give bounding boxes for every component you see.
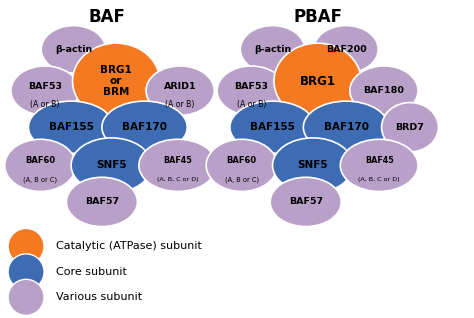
Ellipse shape [273, 138, 353, 193]
Ellipse shape [314, 25, 378, 73]
Text: BAF60: BAF60 [227, 156, 257, 165]
Text: Catalytic (ATPase) subunit: Catalytic (ATPase) subunit [56, 241, 202, 252]
Ellipse shape [206, 139, 277, 191]
Text: BAF60: BAF60 [25, 156, 55, 165]
Ellipse shape [303, 101, 389, 153]
Text: (A, B or C): (A, B or C) [225, 176, 259, 183]
Ellipse shape [11, 66, 79, 115]
Text: β-actin: β-actin [254, 45, 291, 54]
Text: β-actin: β-actin [55, 45, 92, 54]
Text: Core subunit: Core subunit [56, 267, 127, 277]
Text: BRG1
or
BRM: BRG1 or BRM [100, 65, 132, 97]
Ellipse shape [139, 139, 217, 191]
Text: BAF170: BAF170 [324, 122, 368, 132]
Ellipse shape [270, 177, 341, 227]
Ellipse shape [350, 66, 418, 115]
Text: (A, B, C or D): (A, B, C or D) [157, 177, 199, 182]
Text: (A or B): (A or B) [165, 100, 195, 109]
Ellipse shape [5, 139, 76, 191]
Ellipse shape [41, 25, 106, 73]
Ellipse shape [8, 254, 44, 290]
Text: (A or B): (A or B) [237, 100, 266, 109]
Text: Various subunit: Various subunit [56, 292, 142, 302]
Ellipse shape [71, 138, 152, 193]
Ellipse shape [102, 101, 187, 153]
Text: PBAF: PBAF [293, 9, 342, 26]
Text: BRD7: BRD7 [396, 123, 424, 132]
Ellipse shape [240, 25, 305, 73]
Text: SNF5: SNF5 [298, 160, 328, 170]
Ellipse shape [146, 66, 214, 115]
Ellipse shape [73, 43, 160, 119]
Text: (A or B): (A or B) [30, 100, 60, 109]
Ellipse shape [274, 43, 361, 119]
Text: BAF57: BAF57 [289, 197, 323, 206]
Text: BAF53: BAF53 [28, 82, 62, 91]
Text: BAF: BAF [88, 9, 125, 26]
Text: BAF57: BAF57 [85, 197, 119, 206]
Text: BAF155: BAF155 [49, 122, 93, 132]
Text: BAF45: BAF45 [365, 156, 393, 165]
Ellipse shape [340, 139, 418, 191]
Ellipse shape [217, 66, 285, 115]
Text: BAF155: BAF155 [250, 122, 295, 132]
Text: (A, B, C or D): (A, B, C or D) [358, 177, 400, 182]
Text: SNF5: SNF5 [96, 160, 127, 170]
Text: BAF45: BAF45 [164, 156, 192, 165]
Text: BAF170: BAF170 [122, 122, 167, 132]
Ellipse shape [8, 279, 44, 315]
Text: BAF53: BAF53 [234, 82, 268, 91]
Ellipse shape [8, 228, 44, 265]
Text: BAF180: BAF180 [364, 86, 404, 95]
Ellipse shape [28, 101, 114, 153]
Text: (A, B or C): (A, B or C) [23, 176, 57, 183]
Ellipse shape [382, 102, 438, 152]
Ellipse shape [230, 101, 315, 153]
Text: BAF200: BAF200 [326, 45, 366, 54]
Text: ARID1: ARID1 [164, 82, 196, 91]
Ellipse shape [66, 177, 137, 227]
Text: BRG1: BRG1 [300, 75, 336, 87]
